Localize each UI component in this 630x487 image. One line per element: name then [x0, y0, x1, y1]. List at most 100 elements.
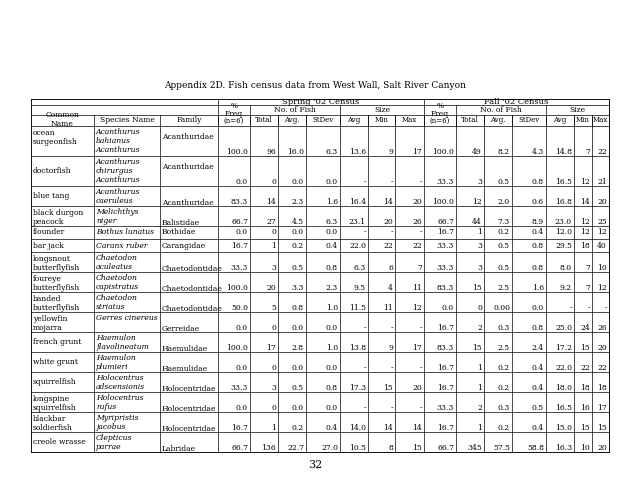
Text: 17: 17 — [597, 404, 607, 412]
Text: 0: 0 — [271, 364, 276, 372]
Text: 11: 11 — [412, 284, 422, 292]
Text: Balistidae: Balistidae — [162, 219, 200, 227]
Text: 12: 12 — [580, 228, 590, 237]
Text: 0.0: 0.0 — [292, 228, 304, 237]
Text: 2.4: 2.4 — [532, 344, 544, 352]
Text: 23.1: 23.1 — [349, 218, 366, 226]
Text: -: - — [420, 228, 422, 237]
Text: 0.0: 0.0 — [532, 304, 544, 312]
Text: 12: 12 — [580, 178, 590, 186]
Text: 6.3: 6.3 — [326, 148, 338, 156]
Text: (n=6): (n=6) — [224, 116, 244, 125]
Text: 0: 0 — [271, 228, 276, 237]
Text: 21: 21 — [597, 178, 607, 186]
Text: Acanthurus: Acanthurus — [96, 158, 140, 166]
Text: butterflyfish: butterflyfish — [33, 304, 80, 312]
Text: 3: 3 — [477, 264, 482, 272]
Text: 15: 15 — [597, 424, 607, 432]
Text: 49: 49 — [472, 148, 482, 156]
Text: 0.5: 0.5 — [292, 264, 304, 272]
Text: 33.3: 33.3 — [231, 384, 248, 392]
Text: Size: Size — [570, 106, 585, 114]
Text: Gerreidae: Gerreidae — [162, 325, 200, 333]
Text: 0.3: 0.3 — [498, 404, 510, 412]
Text: 3.3: 3.3 — [292, 284, 304, 292]
Text: 83.3: 83.3 — [437, 284, 454, 292]
Text: -: - — [420, 324, 422, 332]
Text: mojarra: mojarra — [33, 324, 63, 332]
Text: Bothus lunatus: Bothus lunatus — [96, 228, 154, 237]
Text: 66.7: 66.7 — [437, 218, 454, 226]
Text: 16.4: 16.4 — [349, 198, 366, 206]
Text: parrae: parrae — [96, 443, 122, 451]
Text: longspine: longspine — [33, 395, 70, 403]
Text: 14: 14 — [580, 198, 590, 206]
Text: 0.4: 0.4 — [532, 364, 544, 372]
Text: 0.0: 0.0 — [236, 324, 248, 332]
Text: 2.3: 2.3 — [292, 198, 304, 206]
Text: 0.0: 0.0 — [292, 324, 304, 332]
Text: 15: 15 — [412, 444, 422, 452]
Text: niger: niger — [96, 217, 117, 225]
Text: Haemulon: Haemulon — [96, 334, 135, 342]
Text: 66.7: 66.7 — [437, 444, 454, 452]
Text: Myripristis: Myripristis — [96, 414, 139, 422]
Text: Avg.: Avg. — [490, 116, 506, 125]
Text: 15: 15 — [472, 344, 482, 352]
Text: 0.2: 0.2 — [498, 424, 510, 432]
Text: 14.0: 14.0 — [349, 424, 366, 432]
Text: foureye: foureye — [33, 275, 62, 283]
Text: 17: 17 — [412, 344, 422, 352]
Text: jacobus: jacobus — [96, 423, 125, 431]
Text: 16.5: 16.5 — [555, 404, 572, 412]
Text: 44: 44 — [472, 218, 482, 226]
Text: Common
Name: Common Name — [45, 111, 79, 128]
Text: 22: 22 — [597, 148, 607, 156]
Text: 10.5: 10.5 — [349, 444, 366, 452]
Text: 23.0: 23.0 — [555, 218, 572, 226]
Text: 25: 25 — [597, 218, 607, 226]
Text: Size: Size — [374, 106, 390, 114]
Text: Acanthuridae: Acanthuridae — [162, 133, 214, 141]
Text: 0.2: 0.2 — [498, 384, 510, 392]
Text: flounder: flounder — [33, 228, 66, 237]
Text: Avg: Avg — [347, 116, 360, 125]
Text: 66.7: 66.7 — [231, 444, 248, 452]
Text: 15: 15 — [580, 344, 590, 352]
Text: 29.5: 29.5 — [555, 242, 572, 249]
Text: 11.5: 11.5 — [349, 304, 366, 312]
Text: 2.8: 2.8 — [292, 344, 304, 352]
Text: 33.3: 33.3 — [231, 264, 248, 272]
Text: -: - — [391, 178, 393, 186]
Text: Caranx ruber: Caranx ruber — [96, 242, 147, 249]
Text: Melichthys: Melichthys — [96, 208, 139, 216]
Text: 8.0: 8.0 — [560, 264, 572, 272]
Text: Max: Max — [593, 116, 608, 125]
Text: Appendix 2D. Fish census data from West Wall, Salt River Canyon: Appendix 2D. Fish census data from West … — [164, 81, 466, 91]
Text: 16.5: 16.5 — [555, 178, 572, 186]
Text: butterflyfish: butterflyfish — [33, 284, 80, 292]
Text: caeruleus: caeruleus — [96, 197, 134, 205]
Text: %
Freq: % Freq — [431, 102, 449, 118]
Text: Acanthurus: Acanthurus — [96, 188, 140, 196]
Text: 22: 22 — [412, 242, 422, 249]
Text: 0.5: 0.5 — [498, 242, 510, 249]
Text: 11: 11 — [383, 304, 393, 312]
Text: 7: 7 — [585, 148, 590, 156]
Text: -: - — [570, 304, 572, 312]
Text: Avg.: Avg. — [284, 116, 300, 125]
Text: -: - — [420, 404, 422, 412]
Text: plumieri: plumieri — [96, 363, 129, 371]
Text: aculeatus: aculeatus — [96, 263, 133, 271]
Text: -: - — [587, 304, 590, 312]
Text: Haemulon: Haemulon — [96, 354, 135, 362]
Text: Acanthuridae: Acanthuridae — [162, 199, 214, 207]
Text: 0.5: 0.5 — [292, 384, 304, 392]
Text: 0.8: 0.8 — [532, 242, 544, 249]
Text: soldierfish: soldierfish — [33, 424, 73, 432]
Text: 16.7: 16.7 — [437, 364, 454, 372]
Text: 22: 22 — [383, 242, 393, 249]
Text: -: - — [420, 178, 422, 186]
Text: 10: 10 — [597, 264, 607, 272]
Text: 13.8: 13.8 — [349, 344, 366, 352]
